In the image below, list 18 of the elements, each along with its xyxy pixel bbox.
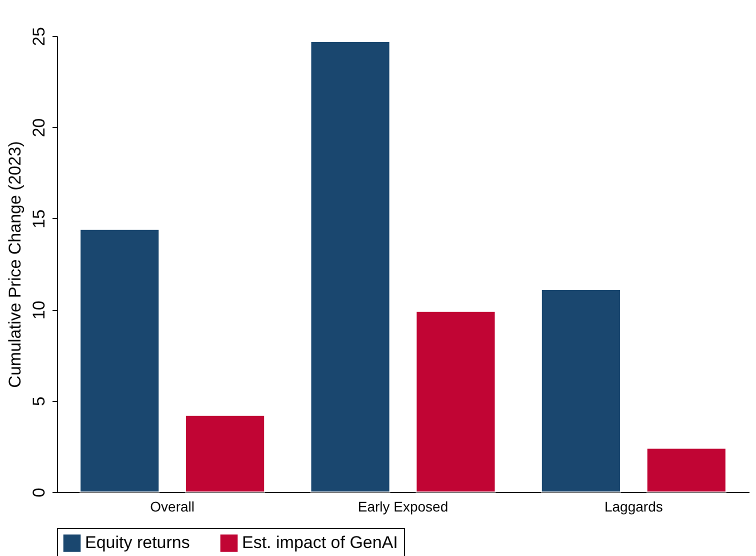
bar bbox=[540, 289, 621, 492]
y-axis-title: Cumulative Price Change (2023) bbox=[6, 141, 24, 388]
x-tick-label: Overall bbox=[150, 498, 195, 514]
x-tick-label: Laggards bbox=[604, 498, 663, 514]
y-tick-label: 15 bbox=[30, 209, 48, 228]
legend-label: Est. impact of GenAI bbox=[242, 533, 398, 552]
legend-label: Equity returns bbox=[85, 533, 190, 552]
bar bbox=[185, 414, 266, 492]
bar bbox=[416, 310, 496, 492]
y-tick-label: 20 bbox=[30, 118, 48, 138]
y-tick-label: 0 bbox=[30, 488, 48, 498]
y-tick-label: 5 bbox=[30, 396, 48, 406]
x-tick-label: Early Exposed bbox=[358, 498, 448, 514]
bar bbox=[646, 448, 726, 492]
bar bbox=[310, 40, 390, 492]
y-tick-label: 10 bbox=[30, 300, 48, 320]
bar bbox=[80, 228, 160, 492]
y-tick-label: 25 bbox=[30, 27, 48, 46]
